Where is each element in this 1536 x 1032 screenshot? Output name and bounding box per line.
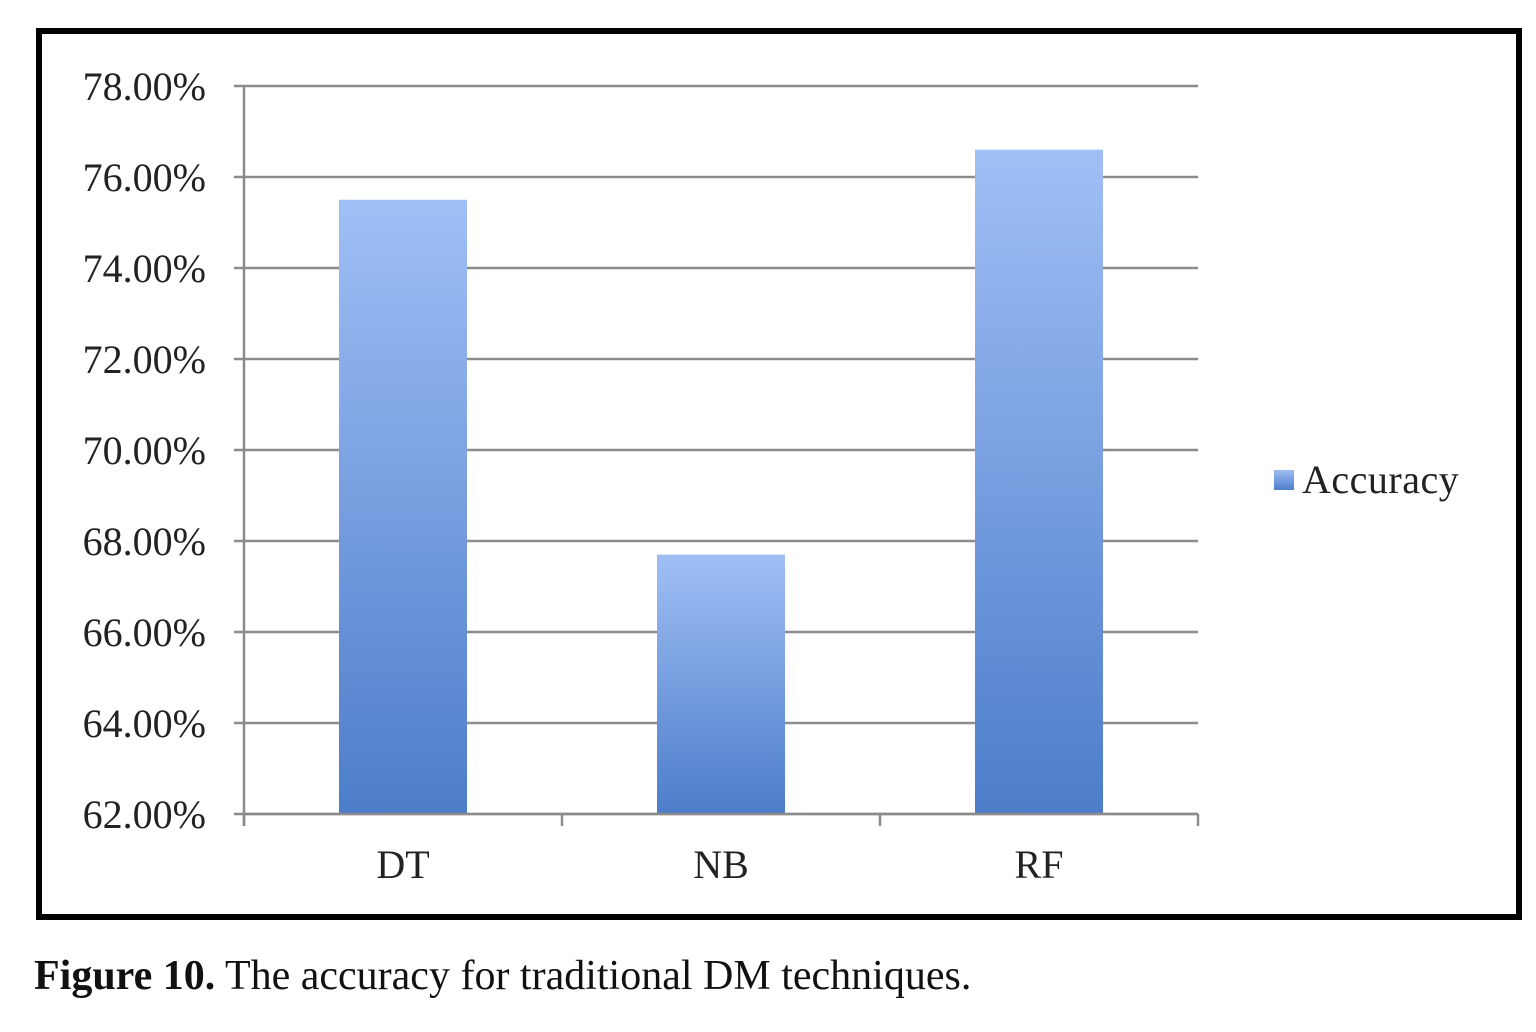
chart-frame: 62.00% 64.00% 66.00% 68.00% 70.00% 72.00% 74.0… <box>36 28 1522 920</box>
figure-caption: Figure 10. The accuracy for traditional … <box>34 952 971 1000</box>
bars <box>339 149 1103 814</box>
tick-labels: 62.00% 64.00% 66.00% 68.00% 70.00% 72.00% 74.0… <box>83 64 1064 887</box>
caption-text: The accuracy for traditional DM techniqu… <box>215 953 972 999</box>
axes <box>242 86 1200 826</box>
y-tick-label: 62.00% <box>83 792 206 837</box>
x-tick-label: DT <box>376 842 429 887</box>
bar-chart: 62.00% 64.00% 66.00% 68.00% 70.00% 72.00% 74.0… <box>83 64 1200 887</box>
legend-swatch <box>1274 469 1294 490</box>
bar-dt <box>339 199 467 814</box>
bar-nb <box>657 554 785 814</box>
bar-rf <box>975 149 1103 814</box>
y-tick-label: 78.00% <box>83 64 206 109</box>
legend-label: Accuracy <box>1302 457 1460 502</box>
y-tick-label: 76.00% <box>83 155 206 200</box>
y-tick-label: 72.00% <box>83 337 206 382</box>
y-tick-label: 74.00% <box>83 246 206 291</box>
y-tick-label: 66.00% <box>83 610 206 655</box>
y-tick-label: 70.00% <box>83 428 206 473</box>
x-tick-label: NB <box>693 842 749 887</box>
caption-label: Figure 10. <box>34 953 216 999</box>
x-tick-label: RF <box>1015 842 1064 887</box>
legend: Accuracy <box>1274 456 1459 503</box>
y-tick-label: 64.00% <box>83 701 206 746</box>
y-tick-label: 68.00% <box>83 519 206 564</box>
